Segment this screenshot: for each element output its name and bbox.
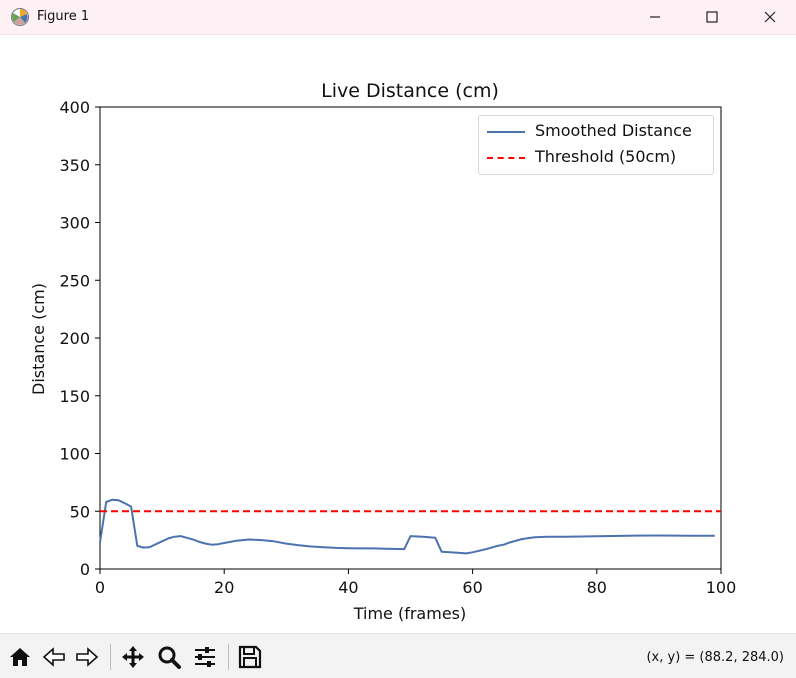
y-tick-label: 300 [59,214,90,233]
home-button[interactable] [6,643,34,671]
configure-subplots-icon [195,647,215,667]
x-tick-label: 60 [462,578,482,597]
window-title: Figure 1 [37,9,90,24]
y-tick-label: 350 [59,156,90,175]
toolbar-separator [110,644,111,670]
window-titlebar: Figure 1 [0,0,796,35]
pan-icon [122,646,144,668]
y-tick-label: 50 [70,502,90,521]
toolbar-separator [228,644,229,670]
y-tick-label: 200 [59,329,90,348]
x-axis-label: Time (frames) [353,604,467,623]
y-tick-label: 150 [59,387,90,406]
legend-label-smoothed: Smoothed Distance [535,121,692,140]
axes-frame [99,106,722,570]
minimize-icon [650,16,660,18]
chart-title: Live Distance (cm) [321,80,499,102]
y-tick-label: 250 [59,271,90,290]
close-button[interactable] [747,0,793,34]
legend-swatch-threshold [487,157,525,159]
maximize-button[interactable] [689,0,735,34]
ticks-layer: 0 20 40 60 80 100 0 50 100 150 200 250 300 350 400 [59,98,736,597]
line-chart: Live Distance (cm) 0 20 40 60 80 100 0 50 100 150… [29,80,736,623]
cursor-coordinates: (x, y) = (88.2, 284.0) [646,650,784,665]
pan-button[interactable] [119,643,147,671]
zoom-icon [158,646,181,669]
minimize-button[interactable] [632,0,678,34]
axes-border [99,106,722,570]
x-tick-label: 100 [706,578,737,597]
back-icon [42,647,65,667]
save-icon [238,645,262,669]
x-tick-label: 0 [95,578,105,597]
x-tick-label: 80 [587,578,607,597]
forward-button[interactable] [73,643,101,671]
y-tick-label: 400 [59,98,90,117]
series-layer [99,498,721,555]
maximize-icon [706,11,718,23]
forward-icon [76,647,99,667]
legend-swatch-smoothed [487,131,525,133]
y-axis-label: Distance (cm) [29,283,48,395]
home-icon [10,648,30,666]
legend-label-threshold: Threshold (50cm) [535,147,677,166]
close-icon [764,11,776,23]
y-tick-label: 0 [80,560,90,579]
chart-legend: Smoothed Distance Threshold (50cm) [478,115,714,175]
x-tick-label: 20 [214,578,234,597]
figure-canvas[interactable]: Live Distance (cm) 0 20 40 60 80 100 0 50 100 150… [0,35,796,633]
zoom-button[interactable] [155,643,183,671]
back-button[interactable] [40,643,68,671]
y-tick-label: 100 [59,445,90,464]
series-line-smoothed-distance [99,498,715,555]
matplotlib-icon [10,7,30,27]
x-tick-label: 40 [338,578,358,597]
save-button[interactable] [236,643,264,671]
navigation-toolbar: (x, y) = (88.2, 284.0) [0,633,796,678]
configure-subplots-button[interactable] [191,643,219,671]
